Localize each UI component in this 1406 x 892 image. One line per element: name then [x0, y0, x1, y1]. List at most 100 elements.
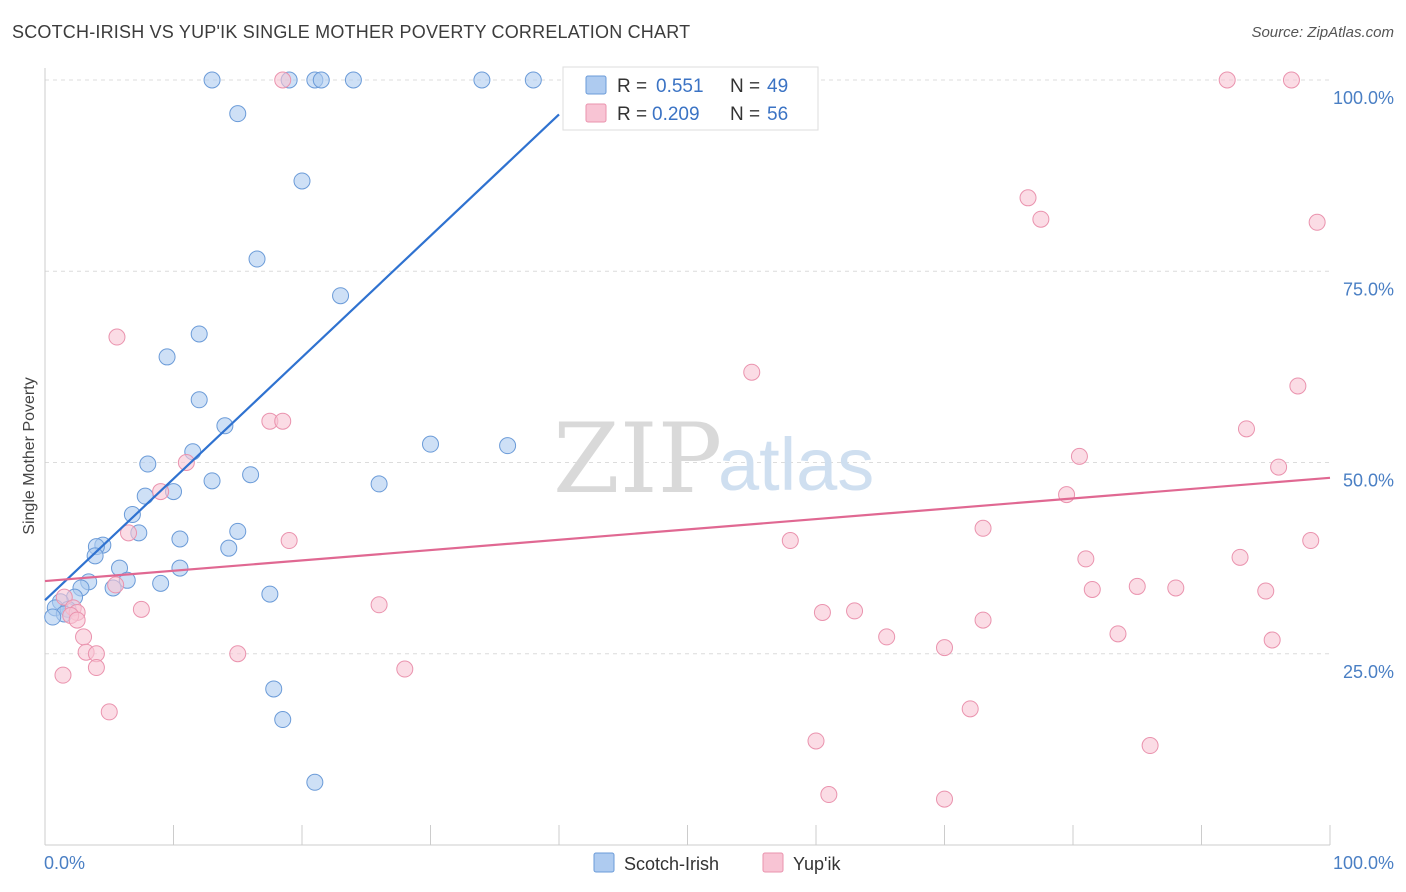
point-yupik [132, 600, 150, 618]
point-yupik [1167, 579, 1185, 597]
point-yupik [1237, 420, 1255, 438]
point-yupik [807, 732, 825, 750]
point-scotch-irish [473, 71, 491, 89]
point-yupik [813, 603, 831, 621]
point-yupik [108, 328, 126, 346]
point-scotch-irish [265, 680, 283, 698]
legend-r-label-1: R = [617, 76, 647, 97]
bottom-legend-label-scotch-irish: Scotch-Irish [624, 854, 719, 874]
point-scotch-irish [332, 287, 350, 305]
point-yupik [274, 71, 292, 89]
point-yupik [1302, 532, 1320, 550]
point-scotch-irish [229, 105, 247, 123]
legend-n-label-2: N = [730, 104, 760, 125]
point-yupik [1083, 580, 1101, 598]
point-yupik [1263, 631, 1281, 649]
point-yupik [68, 611, 86, 629]
point-scotch-irish [171, 559, 189, 577]
point-yupik [229, 645, 247, 663]
point-yupik [1289, 377, 1307, 395]
bottom-legend-label-yupik: Yup'ik [793, 854, 841, 874]
point-scotch-irish [293, 172, 311, 190]
point-scotch-irish [190, 391, 208, 409]
legend-n-label-1: N = [730, 76, 760, 97]
point-yupik [820, 786, 838, 804]
point-scotch-irish [242, 466, 260, 484]
point-yupik [1019, 189, 1037, 207]
point-scotch-irish [158, 348, 176, 366]
legend-r-value-2: 0.209 [652, 104, 700, 125]
point-yupik [974, 611, 992, 629]
point-yupik [280, 532, 298, 550]
point-scotch-irish [229, 522, 247, 540]
point-yupik [1032, 210, 1050, 228]
point-yupik [1128, 577, 1146, 595]
point-yupik [936, 790, 953, 808]
point-yupik [177, 454, 195, 471]
point-scotch-irish [370, 475, 388, 493]
y-axis-label: Single Mother Poverty [21, 377, 38, 534]
point-yupik [1218, 71, 1236, 89]
axes [44, 68, 1331, 846]
point-yupik [1231, 548, 1249, 566]
point-yupik [396, 660, 414, 678]
point-yupik [75, 628, 93, 646]
x-tick-label-min: 0.0% [44, 853, 85, 873]
y-tick-label-50: 50.0% [1343, 471, 1394, 491]
point-scotch-irish [203, 71, 221, 89]
data-points [44, 71, 1326, 808]
point-yupik [1070, 447, 1088, 465]
legend-n-value-2: 56 [767, 104, 788, 125]
point-yupik [54, 666, 72, 684]
point-yupik [1141, 737, 1159, 755]
point-yupik [1077, 550, 1095, 568]
point-yupik [781, 532, 799, 550]
point-scotch-irish [171, 530, 189, 548]
point-yupik [961, 700, 979, 718]
point-yupik [87, 659, 105, 677]
legend-swatch-yupik [585, 103, 607, 123]
legend-swatch-scotch-irish [585, 75, 607, 95]
point-scotch-irish [422, 435, 439, 453]
point-yupik [1109, 625, 1127, 643]
legend-bottom: Scotch-Irish Yup'ik [593, 852, 841, 874]
legend-top: R = 0.551 N = 49 R = 0.209 N = 56 [562, 66, 819, 131]
trend-line-yupik [44, 476, 1331, 583]
grid-lines [45, 79, 1330, 655]
point-scotch-irish [216, 417, 234, 435]
point-scotch-irish [123, 506, 141, 524]
point-scotch-irish [274, 711, 292, 729]
watermark-zip: ZIP [553, 403, 722, 515]
trend-lines [44, 113, 1331, 601]
point-scotch-irish [152, 574, 170, 592]
bottom-legend-swatch-yupik [762, 852, 784, 873]
watermark-atlas: atlas [718, 423, 874, 506]
point-scotch-irish [524, 71, 542, 89]
point-yupik [107, 576, 125, 594]
point-scotch-irish [312, 71, 330, 89]
point-scotch-irish [261, 585, 279, 603]
point-scotch-irish [220, 539, 238, 557]
point-yupik [1308, 213, 1326, 231]
legend-r-label-2: R = [617, 104, 647, 125]
chart-title: SCOTCH-IRISH VS YUP'IK SINGLE MOTHER POV… [12, 22, 691, 42]
point-yupik [1282, 71, 1300, 89]
point-yupik [878, 628, 896, 646]
point-yupik [120, 524, 138, 542]
point-yupik [846, 602, 864, 620]
trend-line-scotch-irish [44, 113, 560, 601]
legend-r-value-1: 0.551 [656, 76, 704, 97]
point-scotch-irish [499, 437, 517, 455]
point-yupik [370, 596, 388, 614]
y-tick-label-100: 100.0% [1333, 88, 1394, 108]
point-yupik [974, 519, 992, 537]
point-yupik [936, 639, 953, 657]
point-scotch-irish [248, 250, 266, 268]
y-tick-label-25: 25.0% [1343, 662, 1394, 682]
point-scotch-irish [344, 71, 362, 89]
point-scotch-irish [86, 547, 104, 565]
point-yupik [100, 703, 118, 721]
bottom-legend-swatch-scotch-irish [593, 852, 615, 873]
point-scotch-irish [136, 487, 154, 505]
